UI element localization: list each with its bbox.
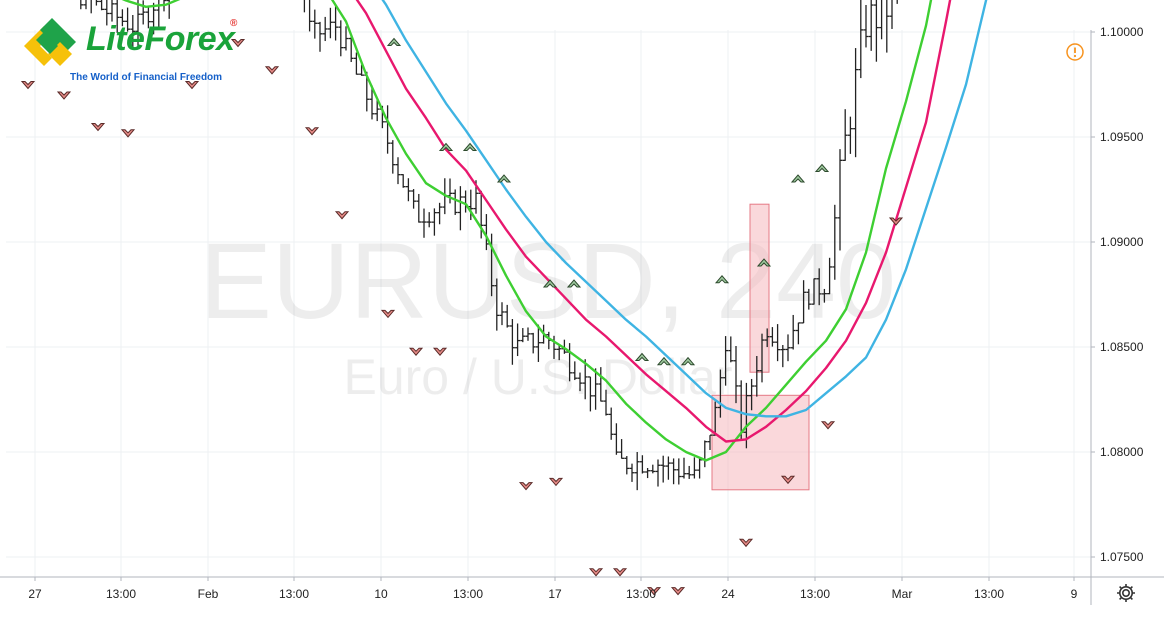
fractal-up-marker bbox=[656, 356, 672, 366]
time-tick-label: Mar bbox=[892, 587, 913, 601]
fractal-up-marker bbox=[790, 174, 806, 183]
price-tick-label: 1.10000 bbox=[1100, 25, 1144, 39]
fractal-down-marker bbox=[780, 475, 796, 485]
fractal-down-marker bbox=[56, 91, 72, 100]
time-tick-label: 24 bbox=[721, 587, 735, 601]
time-tick-label: 13:00 bbox=[800, 587, 830, 601]
fractal-up-marker bbox=[496, 174, 512, 183]
fractal-up-marker bbox=[634, 352, 650, 361]
alert-icon[interactable] bbox=[1065, 42, 1085, 62]
fractal-down-marker bbox=[888, 217, 904, 226]
price-tick-label: 1.09500 bbox=[1100, 130, 1144, 144]
fractal-down-marker bbox=[120, 129, 136, 138]
fractal-down-marker bbox=[518, 482, 534, 491]
fractal-up-marker bbox=[714, 275, 730, 284]
fractal-up-marker bbox=[756, 258, 772, 267]
moving-average-ma-mid bbox=[355, 0, 952, 443]
fractal-down-marker bbox=[230, 39, 246, 48]
time-tick-label: 13:00 bbox=[279, 587, 309, 601]
fractal-down-marker bbox=[184, 81, 200, 90]
price-tick-label: 1.09000 bbox=[1100, 235, 1144, 249]
fractal-up-marker bbox=[566, 279, 582, 288]
fractal-down-marker bbox=[264, 66, 280, 75]
settings-gear-icon[interactable] bbox=[1114, 581, 1138, 605]
price-tick-label: 1.08000 bbox=[1100, 445, 1144, 459]
liteforex-logo: LiteForex ® The World of Financial Freed… bbox=[18, 16, 248, 86]
fractal-up-marker bbox=[386, 37, 402, 46]
logo-registered-mark: ® bbox=[230, 18, 238, 29]
fractal-up-marker bbox=[814, 163, 830, 172]
time-tick-label: 13:00 bbox=[106, 587, 136, 601]
moving-average-ma-slow bbox=[381, 0, 988, 418]
fractal-down-marker bbox=[548, 477, 564, 487]
fractal-down-marker bbox=[612, 568, 628, 577]
fractal-down-marker bbox=[588, 568, 604, 577]
highlight-box bbox=[711, 394, 810, 491]
fractal-down-marker bbox=[820, 421, 836, 430]
time-tick-label: 27 bbox=[28, 587, 42, 601]
time-tick-label: 13:00 bbox=[974, 587, 1004, 601]
fractal-down-marker bbox=[380, 309, 396, 319]
fractal-up-marker bbox=[680, 356, 696, 366]
time-tick-label: 10 bbox=[374, 587, 388, 601]
fractal-down-marker bbox=[646, 587, 662, 596]
fractal-up-marker bbox=[462, 142, 478, 151]
time-tick-label: 13:00 bbox=[626, 587, 656, 601]
time-tick-label: 17 bbox=[548, 587, 562, 601]
fractal-down-marker bbox=[738, 538, 754, 548]
time-tick-label: Feb bbox=[198, 587, 219, 601]
fractal-down-marker bbox=[334, 211, 350, 220]
fractal-down-marker bbox=[670, 587, 686, 596]
fractal-down-marker bbox=[432, 347, 448, 356]
fractal-down-marker bbox=[408, 347, 424, 356]
highlight-box bbox=[749, 203, 770, 373]
fractal-down-marker bbox=[20, 81, 36, 90]
price-tick-label: 1.07500 bbox=[1100, 550, 1144, 564]
fractal-up-marker bbox=[542, 279, 558, 288]
fractal-up-marker bbox=[438, 142, 454, 151]
fractal-down-marker bbox=[304, 127, 320, 136]
moving-average-ma-fast bbox=[121, 0, 933, 462]
logo-tagline: The World of Financial Freedom bbox=[70, 72, 223, 83]
price-tick-label: 1.08500 bbox=[1100, 340, 1144, 354]
logo-brand-text: LiteForex bbox=[86, 20, 235, 58]
logo-mark-icon bbox=[24, 18, 76, 66]
time-tick-label: 13:00 bbox=[453, 587, 483, 601]
time-tick-label: 9 bbox=[1071, 587, 1078, 601]
fractal-down-marker bbox=[90, 123, 106, 132]
